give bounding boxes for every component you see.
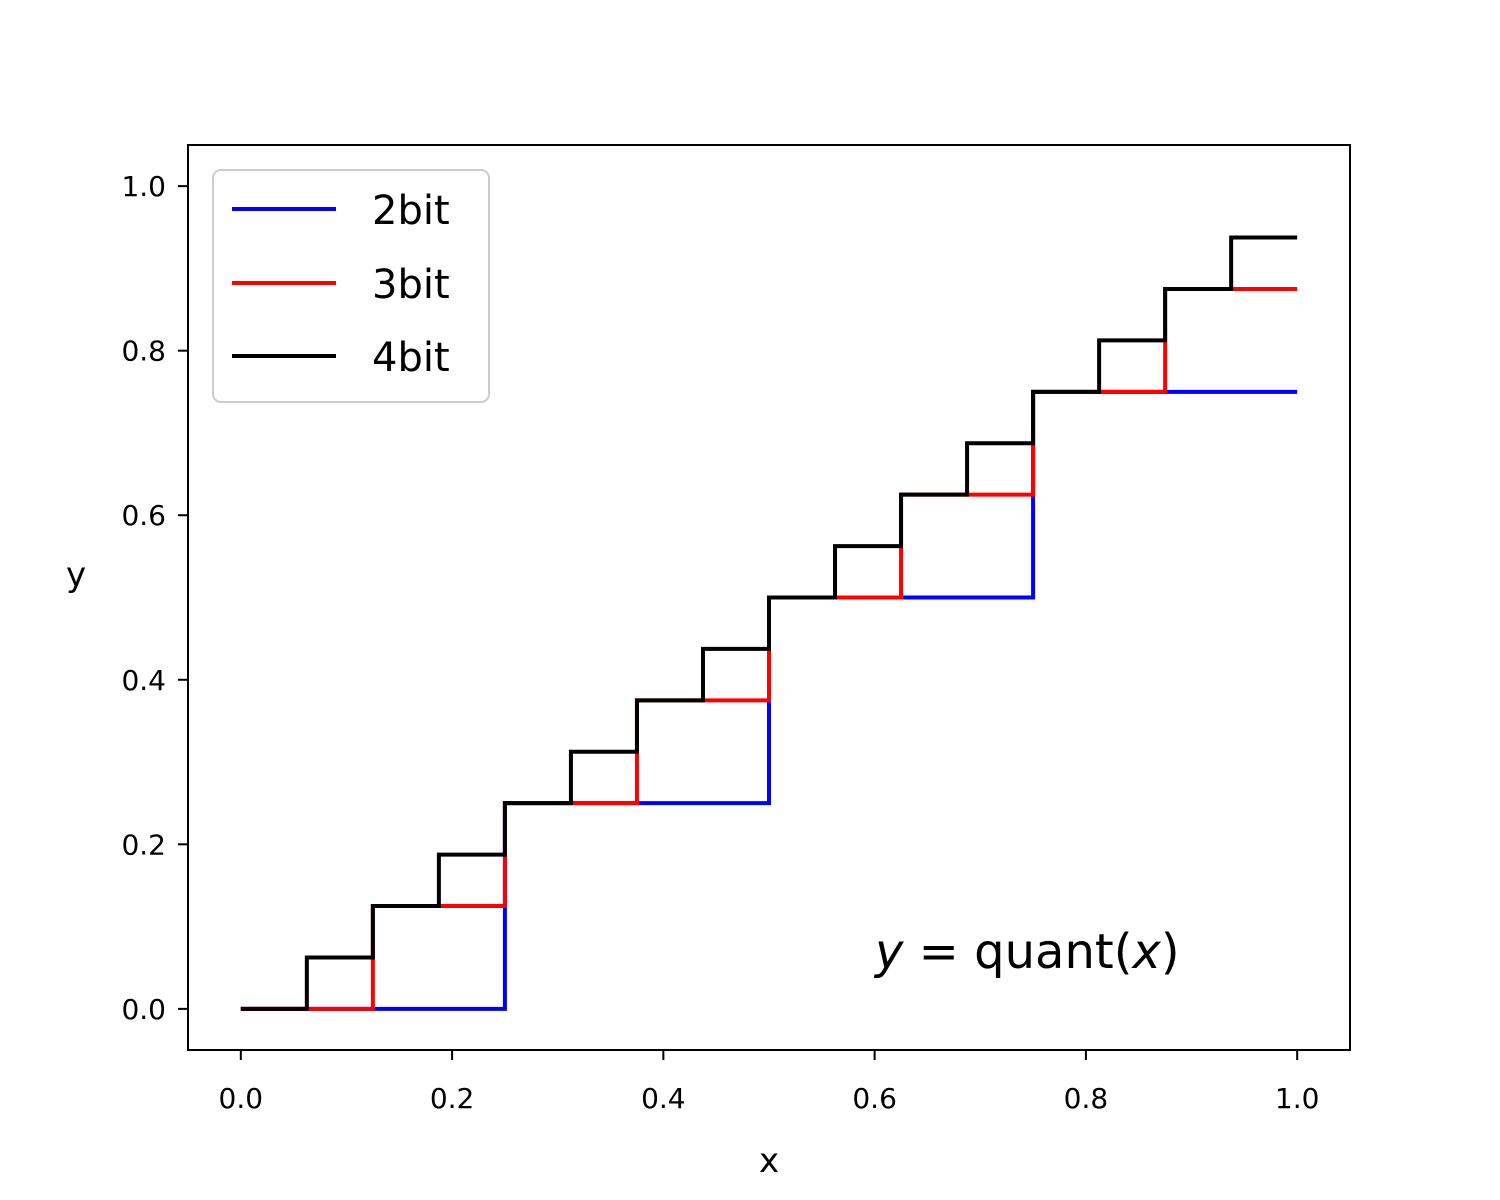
y-tick-label: 0.0 — [121, 993, 166, 1026]
x-axis-label: x — [759, 1141, 779, 1181]
formula-y: y — [873, 924, 904, 980]
formula-func: quant( — [974, 924, 1132, 980]
y-tick-label: 0.8 — [121, 335, 166, 368]
series-line-4bit — [240, 235, 1298, 1011]
x-tick-label: 0.4 — [641, 1082, 686, 1115]
x-tick-label: 0.2 — [430, 1082, 475, 1115]
formula-x: x — [1130, 924, 1161, 980]
formula-close: ) — [1161, 924, 1180, 980]
legend-label-2bit: 2bit — [372, 188, 450, 234]
x-tick-label: 0.0 — [219, 1082, 264, 1115]
tick-layer: 0.0 0.2 0.4 0.6 0.8 1.0 0.0 0.2 0.4 0.6 0.8 1.0 — [121, 170, 1319, 1115]
y-tick-label: 0.2 — [121, 828, 166, 861]
legend-label-3bit: 3bit — [372, 262, 450, 308]
legend-box — [212, 169, 490, 403]
x-tick-label: 1.0 — [1275, 1082, 1320, 1115]
x-tick-label: 0.6 — [852, 1082, 897, 1115]
y-tick-label: 1.0 — [121, 170, 166, 203]
series-layer — [240, 235, 1298, 1011]
x-tick-label: 0.8 — [1064, 1082, 1109, 1115]
plot-frame — [187, 144, 1351, 1051]
legend-label-4bit: 4bit — [372, 335, 450, 381]
y-tick-label: 0.6 — [121, 499, 166, 532]
y-axis-label: y — [66, 555, 86, 595]
formula-equals: = — [903, 924, 974, 980]
legend: 2bit 3bit 4bit — [212, 169, 490, 403]
formula-annotation: y = quant(x) — [873, 924, 1180, 980]
y-tick-label: 0.4 — [121, 664, 166, 697]
